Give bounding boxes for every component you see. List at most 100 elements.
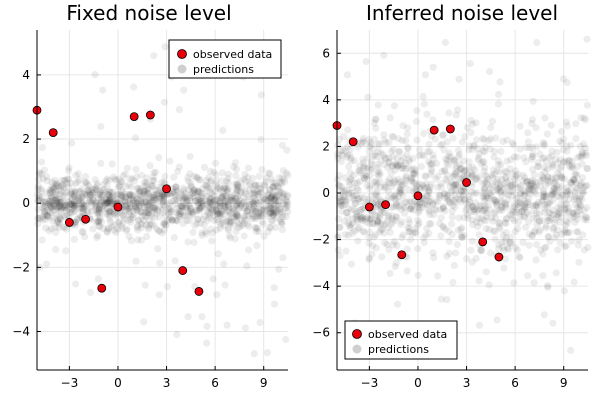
prediction-point [57,198,65,206]
prediction-point [496,188,504,196]
prediction-point [529,185,537,193]
prediction-point [457,165,465,173]
prediction-point [390,176,398,184]
prediction-point [479,134,487,142]
prediction-point [75,176,83,184]
prediction-point [105,176,113,184]
prediction-point [283,198,292,206]
prediction-point [267,223,275,231]
prediction-point [455,196,464,204]
prediction-point [267,208,275,217]
prediction-point [390,102,398,110]
prediction-point [407,205,415,213]
prediction-point [98,193,106,202]
prediction-point [232,201,240,209]
prediction-point [469,172,477,180]
prediction-point [141,211,149,219]
prediction-point [234,199,242,207]
prediction-point [374,212,382,220]
prediction-point [220,184,228,193]
prediction-point [200,212,208,220]
prediction-point [96,201,104,209]
prediction-point [546,237,554,246]
prediction-point [276,204,284,212]
prediction-point [365,239,373,247]
prediction-point [561,157,569,165]
prediction-point [39,204,47,212]
prediction-point [532,124,540,132]
prediction-point [196,204,204,212]
prediction-point [544,283,552,291]
prediction-point [496,181,504,189]
prediction-point [276,216,284,224]
prediction-point [218,169,227,177]
prediction-point [141,209,149,217]
prediction-point [525,194,533,202]
prediction-point [97,196,105,204]
prediction-point [197,192,205,201]
prediction-point [229,207,237,216]
prediction-point [342,198,350,206]
prediction-point [520,174,529,182]
prediction-point [177,189,185,197]
prediction-point [123,164,131,172]
prediction-point [344,126,352,134]
prediction-point [38,158,46,166]
prediction-point [449,196,457,204]
prediction-point [444,195,452,203]
prediction-point [373,179,381,187]
prediction-point [367,214,376,222]
prediction-point [508,139,516,147]
prediction-point [367,166,375,174]
prediction-point [443,177,451,185]
prediction-point [443,159,451,167]
prediction-point [448,220,456,228]
prediction-point [344,231,352,239]
prediction-point [580,246,589,254]
prediction-point [340,133,348,141]
prediction-point [230,221,238,229]
prediction-point [86,197,94,205]
prediction-point [403,198,411,206]
prediction-point [481,194,490,203]
prediction-point [251,181,259,189]
prediction-point [556,137,564,145]
prediction-point [198,231,206,240]
prediction-point [494,161,502,169]
prediction-point [256,198,264,206]
prediction-point [366,228,374,236]
prediction-point [386,179,394,187]
prediction-point [359,216,367,224]
prediction-point [509,205,517,213]
prediction-point [180,86,188,94]
prediction-point [271,179,279,188]
prediction-point [220,199,228,207]
prediction-point [149,177,157,185]
prediction-point [263,174,271,182]
prediction-point [61,212,69,220]
prediction-point [179,219,187,228]
prediction-point [54,217,62,225]
prediction-point [266,204,274,212]
prediction-point [232,194,240,203]
prediction-point [183,204,191,212]
prediction-point [393,242,401,250]
prediction-point [451,169,459,178]
prediction-point [210,208,218,216]
prediction-point [347,260,356,268]
prediction-point [106,208,114,216]
prediction-point [34,182,42,190]
prediction-point [138,171,146,179]
prediction-point [118,189,126,197]
prediction-point [105,191,113,200]
prediction-point [180,194,188,202]
prediction-point [253,242,261,250]
prediction-point [377,226,385,234]
prediction-point [67,179,75,187]
prediction-point [47,202,55,210]
prediction-point [341,195,349,203]
prediction-point [63,225,71,233]
prediction-point [454,152,463,161]
prediction-point [118,187,126,195]
prediction-point [219,218,227,227]
